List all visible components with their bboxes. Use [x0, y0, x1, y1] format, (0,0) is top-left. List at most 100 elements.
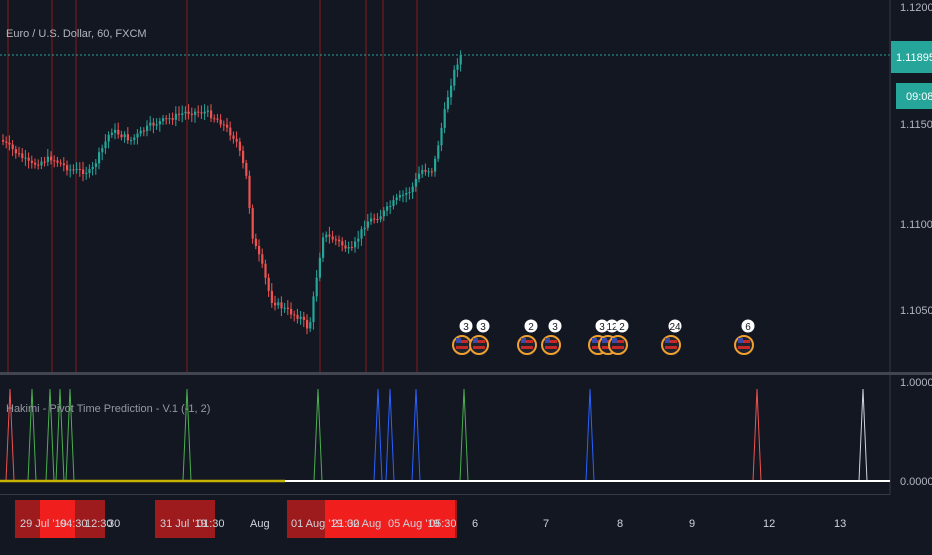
candle-body [8, 142, 11, 145]
candle-body [50, 156, 53, 161]
economic-event-badge[interactable]: 2 [608, 319, 629, 355]
pane-separator[interactable] [0, 372, 932, 375]
event-count-bubble [605, 319, 619, 333]
candle-body [104, 141, 107, 149]
economic-event-badge[interactable]: 3 [541, 319, 562, 355]
candle-body [226, 124, 229, 128]
economic-events-row[interactable]: 3 3 2 3 3 12 2 24 6 [452, 319, 755, 355]
candle-body [318, 257, 321, 278]
candle-body [114, 129, 117, 133]
main-price-pane[interactable]: 3 3 2 3 3 12 2 24 6 [0, 0, 890, 372]
candle-body [203, 111, 206, 114]
time-axis-label: 12:30 [85, 518, 113, 530]
candle-body [123, 134, 126, 138]
candle-body [402, 194, 405, 196]
economic-event-badge[interactable]: 24 [661, 319, 682, 355]
economic-event-badge[interactable]: 6 [734, 319, 755, 355]
candle-body [370, 218, 373, 222]
event-count-label: 12 [606, 322, 618, 333]
candle-body [251, 208, 254, 239]
event-count-label: 24 [669, 322, 681, 333]
candle-body [168, 118, 171, 120]
candle-body [293, 314, 296, 316]
flag-canton [665, 338, 670, 343]
candle-body [133, 137, 136, 140]
candle-body [136, 133, 139, 138]
pivot-spike [385, 388, 395, 482]
symbol-title[interactable]: Euro / U.S. Dollar, 60, FXCM [6, 28, 147, 40]
event-count-label: 3 [599, 322, 605, 333]
candle-body [171, 118, 174, 120]
candle-body [395, 197, 398, 201]
candle-body [130, 139, 133, 141]
candle-body [117, 129, 120, 135]
candle-body [354, 241, 357, 248]
candle-body [254, 238, 257, 247]
candle-body [440, 127, 443, 146]
time-highlight-block [325, 500, 455, 538]
time-axis-label: 7 [543, 518, 549, 530]
time-axis-label: 29 Jul '19 [20, 518, 67, 530]
pivot-spike [27, 388, 37, 482]
candle-body [85, 173, 88, 175]
event-count-label: 2 [528, 322, 534, 333]
candle-body [350, 247, 353, 249]
flag-stripe [612, 340, 624, 343]
candle-body [248, 175, 251, 209]
candle-body [379, 216, 382, 220]
candle-body [206, 110, 209, 112]
flag-canton [456, 338, 461, 343]
pivot-spike [45, 388, 55, 482]
candle-body [306, 319, 309, 329]
candle-body [376, 218, 379, 220]
candle-body [331, 236, 334, 240]
candle-body [430, 171, 433, 173]
candle-body [184, 111, 187, 114]
candle-body [219, 119, 222, 125]
candle-body [261, 254, 264, 264]
flag-stripe [665, 346, 677, 349]
candle-body [382, 210, 385, 217]
candle-body [456, 64, 459, 70]
flag-canton [612, 338, 617, 343]
economic-event-badge[interactable]: 3 [452, 319, 473, 355]
candle-body [245, 163, 248, 176]
candle-body [197, 111, 200, 113]
indicator-title[interactable]: Hakimi - Pivot Time Prediction - V.1 (-1… [6, 403, 211, 415]
time-axis-label: 01:30 [197, 518, 225, 530]
candle-body [21, 153, 24, 159]
candle-body [37, 164, 40, 166]
candle-body [152, 122, 155, 126]
candle-body [299, 316, 302, 319]
flag-canton [602, 338, 607, 343]
candle-body [194, 111, 197, 115]
candle-body [222, 124, 225, 126]
candle-body [437, 145, 440, 159]
price-axis[interactable]: 1.12000 1.11500 1.11000 1.10500 1.11895 … [889, 0, 932, 548]
candle-body [453, 69, 456, 86]
economic-event-badge[interactable]: 3 [469, 319, 490, 355]
time-axis-label: 9 [689, 518, 695, 530]
candle-body [315, 277, 318, 297]
candle-body [98, 152, 101, 164]
candle-body [277, 302, 280, 306]
flag-stripe [521, 340, 533, 343]
candle-body [11, 144, 14, 150]
bar-countdown-label: 09:08 [906, 91, 932, 103]
candle-body [88, 168, 91, 174]
economic-event-badge[interactable]: 2 [517, 319, 538, 355]
time-highlight-block [155, 500, 215, 538]
candle-body [66, 165, 69, 171]
event-count-label: 6 [745, 322, 751, 333]
pivot-spike [411, 388, 421, 482]
event-count-bubble [524, 319, 538, 333]
candle-body [373, 218, 376, 220]
candle-body [149, 122, 152, 126]
candle-body [91, 166, 94, 169]
flag-stripe [738, 340, 750, 343]
candle-body [62, 163, 65, 166]
